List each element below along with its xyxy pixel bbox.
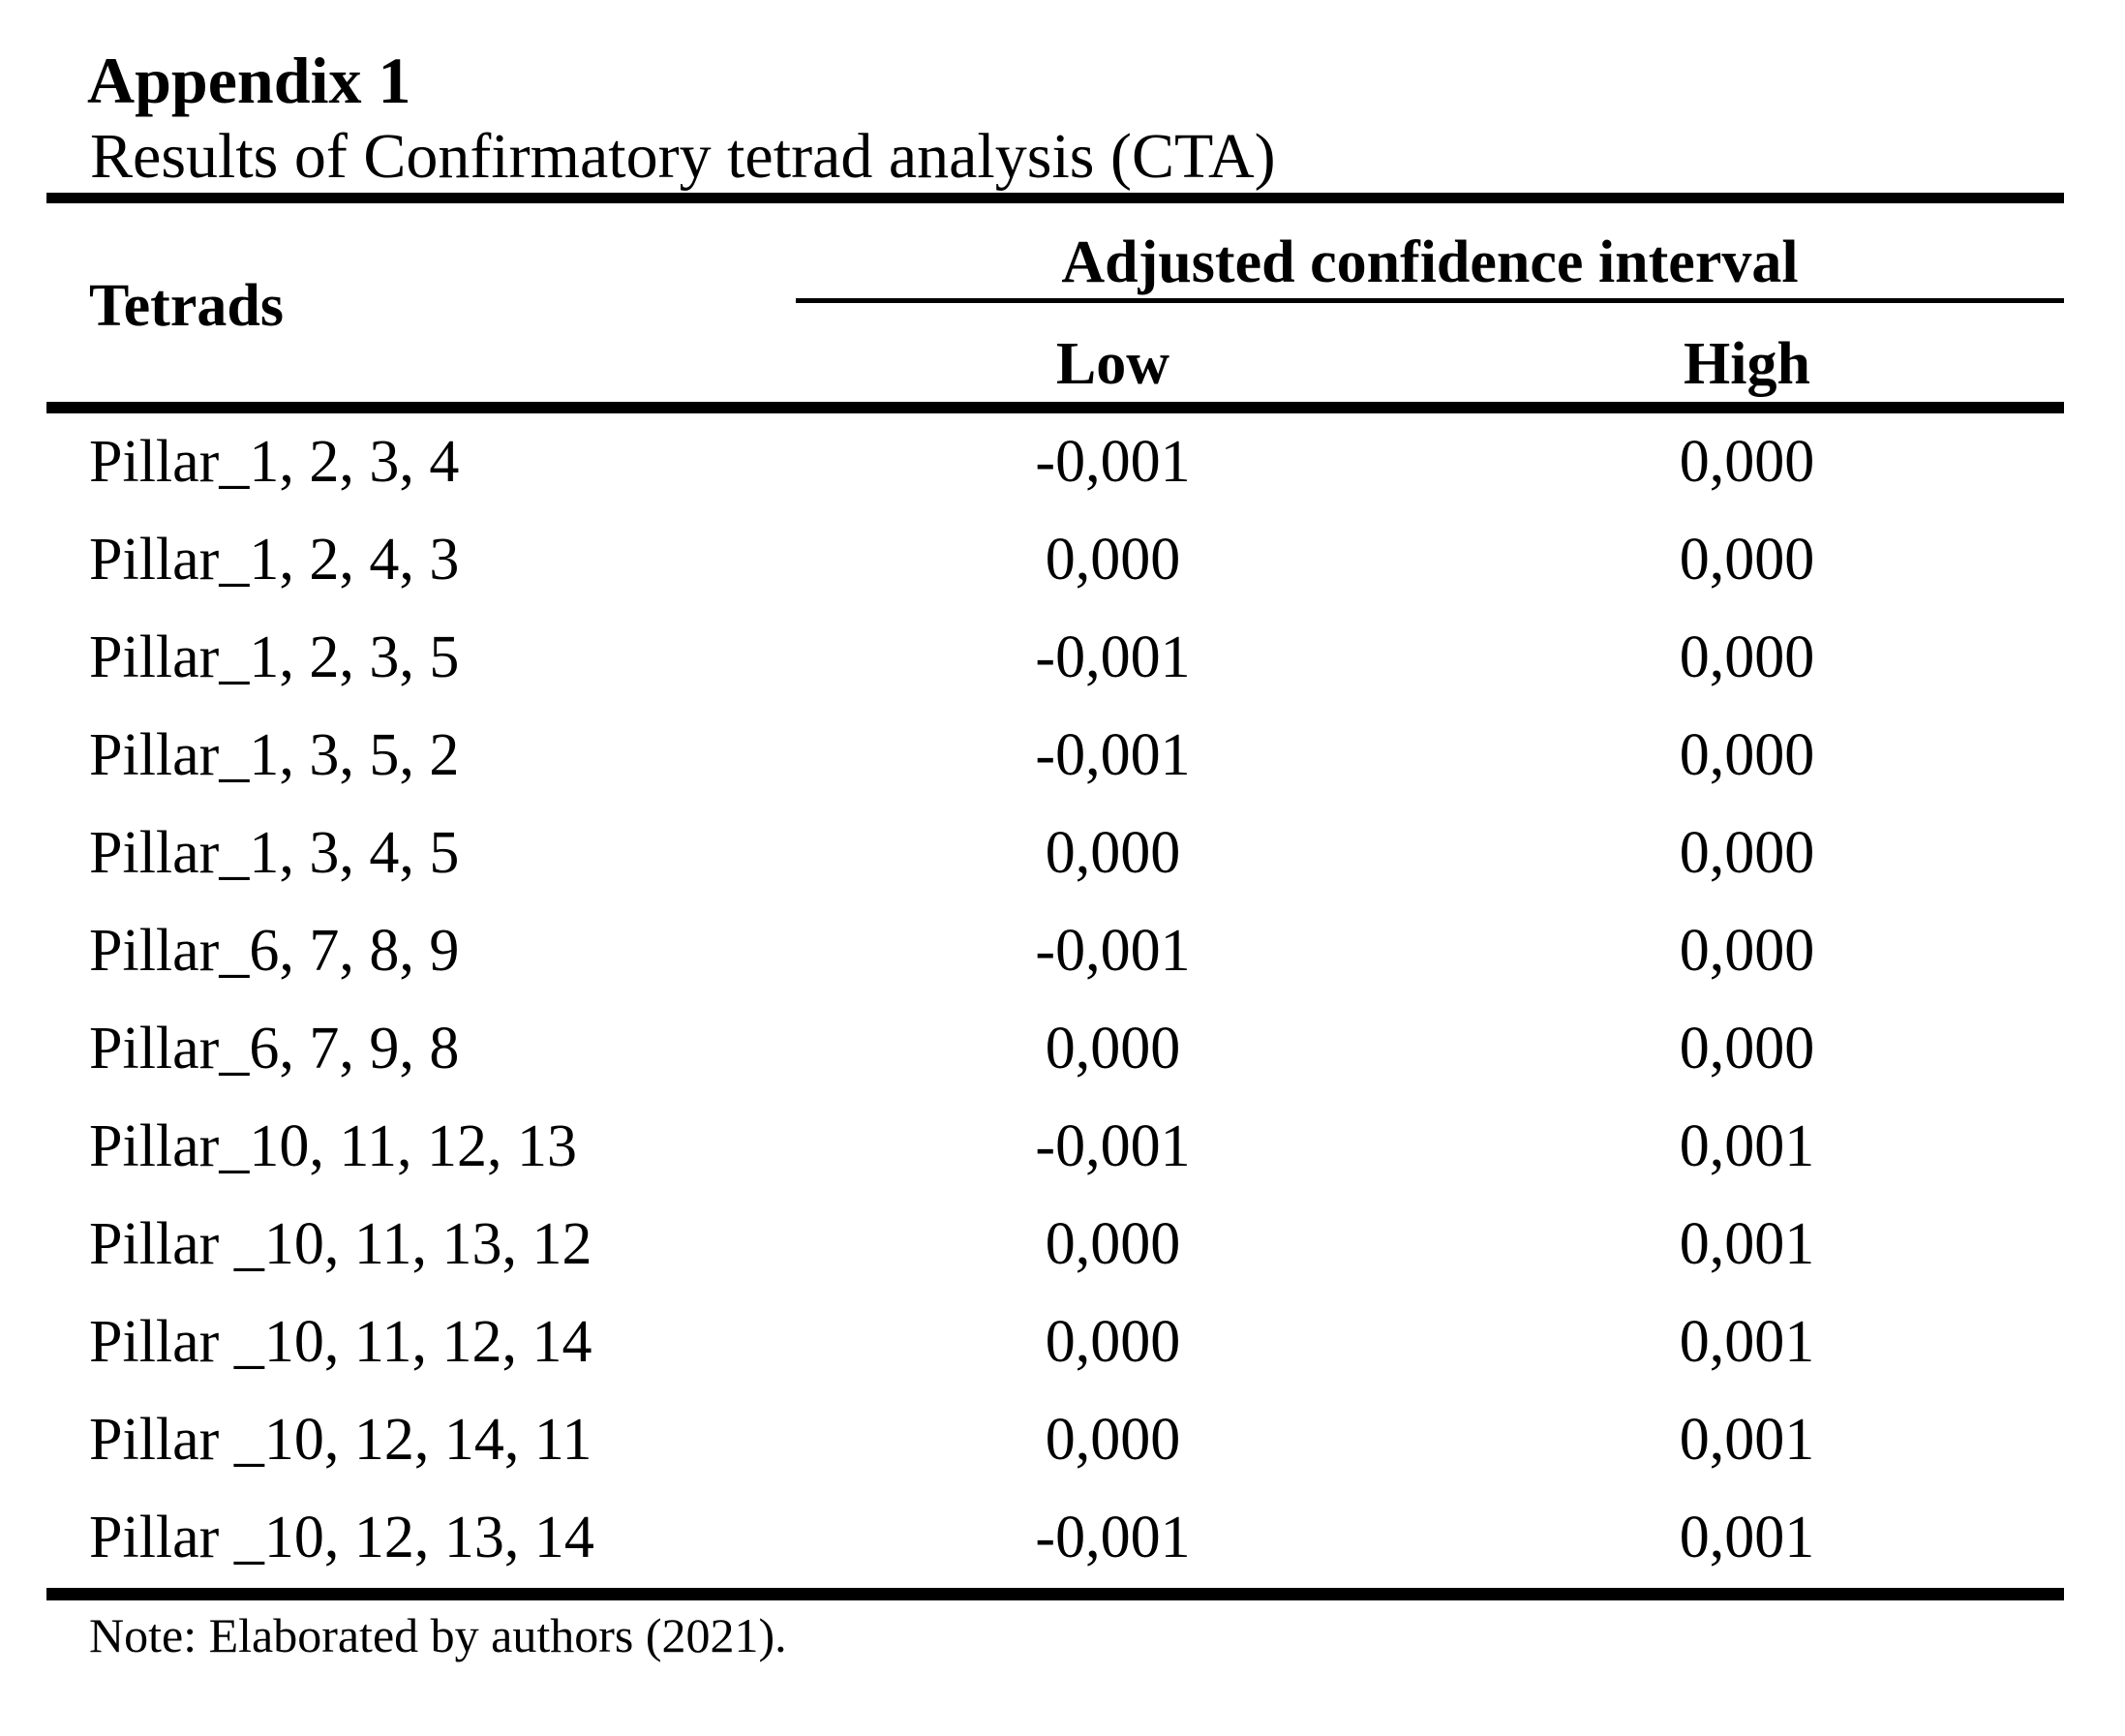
table-top-rule — [46, 193, 2064, 203]
column-header-high: High — [1684, 331, 1810, 397]
low-value: -0,001 — [1035, 722, 1191, 788]
low-value: -0,001 — [1035, 1505, 1191, 1570]
low-value: 0,000 — [1045, 527, 1181, 593]
low-value: 0,000 — [1045, 1309, 1181, 1375]
tetrad-label: Pillar_6, 7, 9, 8 — [89, 1016, 460, 1081]
table-row: Pillar _10, 12, 14, 11 0,000 0,001 — [46, 1391, 2064, 1489]
low-value: -0,001 — [1035, 624, 1191, 690]
tetrad-label: Pillar_1, 3, 4, 5 — [89, 820, 460, 886]
tetrad-label: Pillar _10, 11, 12, 14 — [89, 1309, 592, 1375]
tetrad-label: Pillar_1, 2, 3, 5 — [89, 624, 460, 690]
table-row: Pillar_1, 3, 4, 5 0,000 0,000 — [46, 805, 2064, 902]
table-body: Pillar_1, 2, 3, 4 -0,001 0,000 Pillar_1,… — [46, 413, 2064, 1587]
page-title: Appendix 1 — [87, 44, 411, 117]
high-value: 0,001 — [1679, 1211, 1815, 1277]
tetrad-label: Pillar_6, 7, 8, 9 — [89, 918, 460, 984]
high-value: 0,001 — [1679, 1113, 1815, 1179]
table-row: Pillar_10, 11, 12, 13 -0,001 0,001 — [46, 1098, 2064, 1196]
high-value: 0,000 — [1679, 918, 1815, 984]
low-value: 0,000 — [1045, 1211, 1181, 1277]
high-value: 0,000 — [1679, 1016, 1815, 1081]
table-row: Pillar_1, 2, 3, 5 -0,001 0,000 — [46, 609, 2064, 707]
tetrad-label: Pillar _10, 11, 13, 12 — [89, 1211, 592, 1277]
tetrad-label: Pillar_1, 3, 5, 2 — [89, 722, 460, 788]
low-value: -0,001 — [1035, 918, 1191, 984]
group-header-adjusted-confidence-interval: Adjusted confidence interval — [1061, 229, 1799, 295]
tetrad-label: Pillar_10, 11, 12, 13 — [89, 1113, 578, 1179]
high-value: 0,001 — [1679, 1505, 1815, 1570]
table-note: Note: Elaborated by authors (2021). — [89, 1608, 787, 1662]
low-value: 0,000 — [1045, 1016, 1181, 1081]
table-row: Pillar_1, 2, 3, 4 -0,001 0,000 — [46, 413, 2064, 511]
table-row: Pillar _10, 11, 12, 14 0,000 0,001 — [46, 1294, 2064, 1391]
group-header-underline-rule — [796, 298, 2064, 303]
table-row: Pillar_1, 3, 5, 2 -0,001 0,000 — [46, 707, 2064, 805]
table-row: Pillar _10, 12, 13, 14 -0,001 0,001 — [46, 1489, 2064, 1587]
table-row: Pillar_1, 2, 4, 3 0,000 0,000 — [46, 511, 2064, 609]
low-value: 0,000 — [1045, 820, 1181, 886]
header-separator-rule — [46, 402, 2064, 413]
page-subtitle: Results of Confirmatory tetrad analysis … — [90, 121, 1276, 192]
table-bottom-rule — [46, 1588, 2064, 1600]
tetrad-label: Pillar_1, 2, 3, 4 — [89, 429, 460, 495]
high-value: 0,000 — [1679, 429, 1815, 495]
high-value: 0,000 — [1679, 624, 1815, 690]
high-value: 0,001 — [1679, 1309, 1815, 1375]
tetrad-label: Pillar_1, 2, 4, 3 — [89, 527, 460, 593]
column-header-tetrads: Tetrads — [89, 273, 284, 339]
high-value: 0,000 — [1679, 527, 1815, 593]
low-value: -0,001 — [1035, 429, 1191, 495]
column-header-low: Low — [1055, 331, 1170, 397]
high-value: 0,001 — [1679, 1407, 1815, 1473]
table-row: Pillar_6, 7, 9, 8 0,000 0,000 — [46, 1000, 2064, 1098]
high-value: 0,000 — [1679, 820, 1815, 886]
tetrad-label: Pillar _10, 12, 14, 11 — [89, 1407, 592, 1473]
low-value: 0,000 — [1045, 1407, 1181, 1473]
table-row: Pillar_6, 7, 8, 9 -0,001 0,000 — [46, 902, 2064, 1000]
tetrad-label: Pillar _10, 12, 13, 14 — [89, 1505, 594, 1570]
low-value: -0,001 — [1035, 1113, 1191, 1179]
high-value: 0,000 — [1679, 722, 1815, 788]
table-row: Pillar _10, 11, 13, 12 0,000 0,001 — [46, 1196, 2064, 1294]
